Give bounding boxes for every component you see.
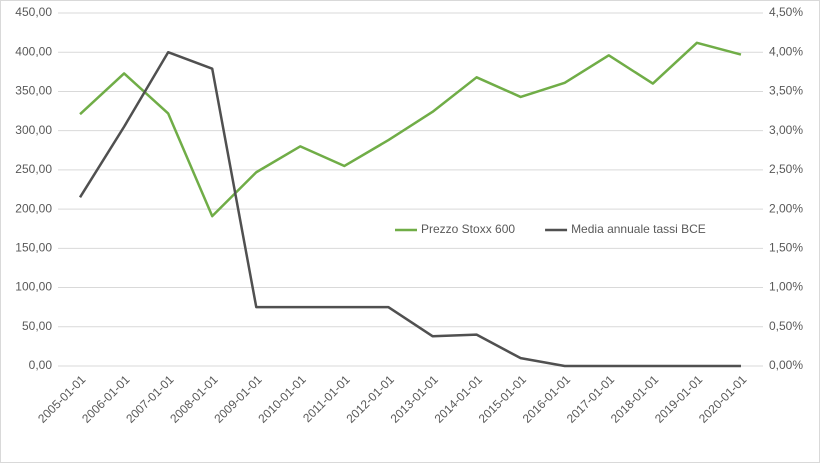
y-tick-label: 250,00	[15, 162, 52, 176]
y-tick-label: 350,00	[15, 84, 52, 98]
y-tick-label: 100,00	[15, 280, 52, 294]
y2-tick-label: 4,50%	[769, 5, 803, 19]
y-tick-label: 50,00	[22, 319, 52, 333]
y2-tick-label: 2,00%	[769, 201, 803, 215]
y-tick-label: 400,00	[15, 44, 52, 58]
y2-tick-label: 2,50%	[769, 162, 803, 176]
y2-tick-label: 0,00%	[769, 358, 803, 372]
y2-tick-label: 0,50%	[769, 319, 803, 333]
legend-label: Prezzo Stoxx 600	[421, 222, 515, 236]
y2-tick-label: 1,00%	[769, 280, 803, 294]
y2-tick-label: 3,50%	[769, 84, 803, 98]
y2-tick-label: 3,00%	[769, 123, 803, 137]
y-tick-label: 0,00	[29, 358, 53, 372]
series-line	[79, 41, 742, 218]
series-line	[78, 50, 741, 368]
y2-tick-label: 4,00%	[769, 44, 803, 58]
y-tick-label: 450,00	[15, 5, 52, 19]
legend-label: Media annuale tassi BCE	[571, 222, 706, 236]
y-tick-label: 150,00	[15, 241, 52, 255]
y2-tick-label: 1,50%	[769, 241, 803, 255]
y-tick-label: 200,00	[15, 201, 52, 215]
y-tick-label: 300,00	[15, 123, 52, 137]
